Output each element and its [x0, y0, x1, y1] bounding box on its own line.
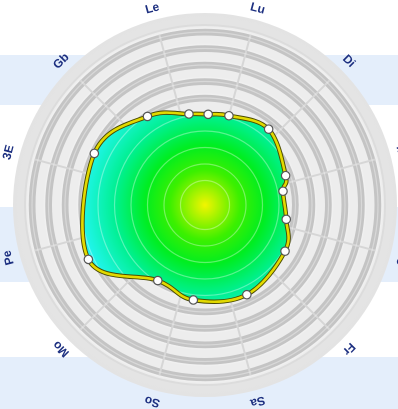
- data-point: [184, 109, 194, 119]
- overlay-ring: [64, 64, 346, 346]
- grid-ring-highlight: [60, 60, 350, 350]
- data-point: [142, 111, 153, 122]
- overlay-ring: [179, 179, 231, 231]
- axis-label: Fr: [340, 340, 359, 359]
- data-point: [278, 186, 288, 197]
- overlay-ring: [47, 47, 363, 363]
- data-markers: [83, 109, 292, 305]
- axis-label: Mo: [50, 338, 72, 360]
- overlay-ring: [130, 130, 280, 280]
- data-point: [89, 148, 100, 159]
- data-point: [224, 110, 234, 121]
- data-point: [281, 214, 292, 225]
- axis-label: Mi: [394, 144, 398, 161]
- grid-ring: [28, 28, 382, 382]
- axis-label: Lu: [249, 0, 267, 17]
- axis-label: Do: [393, 248, 398, 267]
- data-point: [203, 109, 213, 120]
- grid-ring: [61, 61, 349, 349]
- grid-ring: [45, 45, 365, 365]
- data-point: [280, 170, 291, 181]
- axis-label: Le: [144, 0, 161, 17]
- axis-label: 3E: [0, 143, 17, 161]
- overlay-ring: [163, 163, 247, 247]
- overlay-ring: [31, 31, 379, 379]
- axis-label: Sa: [249, 393, 267, 409]
- axis-label: Pe: [0, 249, 17, 267]
- grid-ring-highlight: [27, 27, 383, 383]
- axis-label: So: [143, 393, 161, 409]
- series-line: [81, 111, 290, 304]
- grid-ring-highlight: [43, 43, 367, 367]
- grid-ring-highlight: [76, 76, 334, 334]
- data-point: [152, 275, 163, 286]
- overlay-ring: [146, 146, 264, 264]
- overlay-ring: [97, 97, 313, 313]
- data-point: [83, 254, 94, 265]
- data-point: [263, 124, 274, 134]
- data-point: [280, 246, 290, 256]
- data-point: [188, 295, 199, 305]
- series-area: [82, 112, 289, 302]
- data-point: [242, 289, 252, 300]
